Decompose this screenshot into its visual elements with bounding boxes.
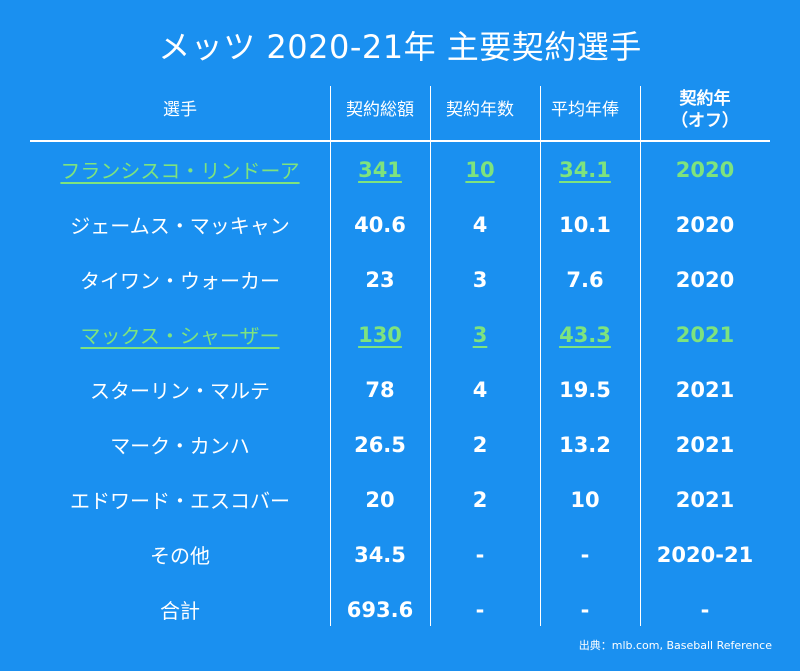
year-cell: 2021 — [675, 322, 735, 347]
column-divider — [640, 86, 641, 626]
total-cell: 78 — [365, 377, 395, 402]
avg-link[interactable]: 34.1 — [559, 157, 611, 182]
year-cell: - — [700, 597, 710, 622]
year-cell: 2020 — [675, 157, 735, 182]
player-cell: 合計 — [160, 599, 200, 623]
total-link[interactable]: 341 — [358, 157, 402, 182]
column-divider — [330, 86, 331, 626]
page-title: メッツ 2020-21年 主要契約選手 — [158, 28, 642, 66]
years-cell: 4 — [472, 212, 488, 237]
header-avg: 平均年俸 — [551, 100, 619, 120]
years-link[interactable]: 10 — [465, 157, 495, 182]
year-cell: 2021 — [675, 432, 735, 457]
player-cell: その他 — [150, 544, 210, 568]
table-row-total: 合計 693.6 - - - — [30, 582, 770, 637]
years-cell: - — [475, 542, 485, 567]
column-divider — [540, 86, 541, 626]
table-row: マーク・カンハ 26.5 2 13.2 2021 — [30, 417, 770, 472]
player-cell: スターリン・マルテ — [90, 379, 270, 403]
player-cell: ジェームス・マッキャン — [70, 214, 290, 238]
avg-cell: 10.1 — [559, 212, 611, 237]
total-cell: 23 — [365, 267, 395, 292]
player-link[interactable]: フランシスコ・リンドーア — [60, 159, 300, 183]
year-cell: 2021 — [675, 377, 735, 402]
header-total: 契約総額 — [346, 100, 414, 120]
header-year-line1: 契約年 — [679, 89, 731, 109]
avg-cell: 19.5 — [559, 377, 611, 402]
years-cell: 3 — [472, 267, 488, 292]
total-link[interactable]: 130 — [358, 322, 402, 347]
table-row: スターリン・マルテ 78 4 19.5 2021 — [30, 362, 770, 417]
years-cell: 2 — [472, 487, 488, 512]
header-player: 選手 — [163, 100, 197, 120]
year-cell: 2021 — [675, 487, 735, 512]
avg-cell: 7.6 — [566, 267, 604, 292]
total-cell: 40.6 — [354, 212, 406, 237]
year-cell: 2020 — [675, 212, 735, 237]
table-row: タイワン・ウォーカー 23 3 7.6 2020 — [30, 252, 770, 307]
total-cell: 26.5 — [354, 432, 406, 457]
table-row: ジェームス・マッキャン 40.6 4 10.1 2020 — [30, 197, 770, 252]
contract-table: 選手 契約総額 契約年数 平均年俸 契約年 （オフ） フランシスコ・リンドーア … — [30, 80, 770, 637]
years-cell: 4 — [472, 377, 488, 402]
total-cell: 34.5 — [354, 542, 406, 567]
avg-link[interactable]: 43.3 — [559, 322, 611, 347]
year-cell: 2020-21 — [656, 542, 754, 567]
avg-cell: - — [580, 597, 590, 622]
total-cell: 20 — [365, 487, 395, 512]
total-cell: 693.6 — [346, 597, 414, 622]
years-cell: 2 — [472, 432, 488, 457]
header-year: 契約年 （オフ） — [640, 88, 770, 132]
years-cell: - — [475, 597, 485, 622]
player-cell: タイワン・ウォーカー — [80, 269, 280, 293]
avg-cell: - — [580, 542, 590, 567]
player-cell: エドワード・エスコバー — [70, 489, 290, 513]
year-cell: 2020 — [675, 267, 735, 292]
table-row: エドワード・エスコバー 20 2 10 2021 — [30, 472, 770, 527]
player-link[interactable]: マックス・シャーザー — [80, 324, 280, 348]
column-divider — [430, 86, 431, 626]
avg-cell: 10 — [570, 487, 600, 512]
table-row: その他 34.5 - - 2020-21 — [30, 527, 770, 582]
years-link[interactable]: 3 — [472, 322, 488, 347]
table-header-row: 選手 契約総額 契約年数 平均年俸 契約年 （オフ） — [30, 80, 770, 142]
table-row: フランシスコ・リンドーア 341 10 34.1 2020 — [30, 142, 770, 197]
source-note: 出典：mlb.com, Baseball Reference — [578, 639, 772, 652]
table-row: マックス・シャーザー 130 3 43.3 2021 — [30, 307, 770, 362]
header-years: 契約年数 — [446, 100, 514, 120]
avg-cell: 13.2 — [559, 432, 611, 457]
player-cell: マーク・カンハ — [110, 434, 250, 458]
header-year-line2: （オフ） — [671, 111, 739, 131]
